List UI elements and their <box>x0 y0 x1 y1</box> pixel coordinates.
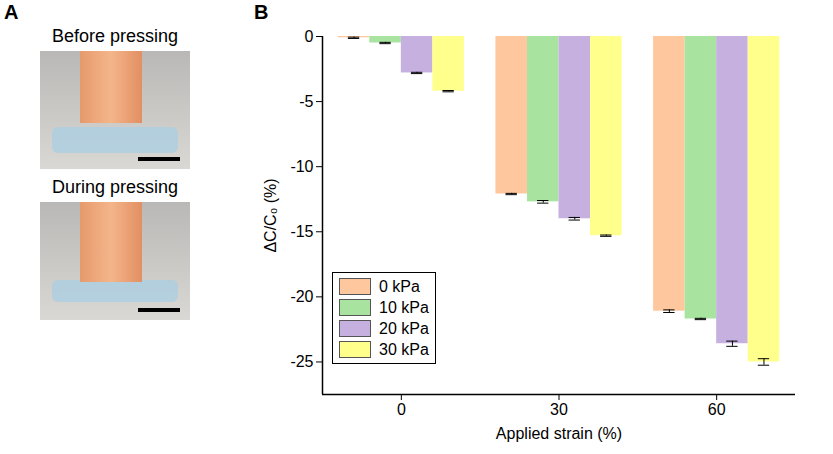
html-text:A: A <box>4 1 19 23</box>
svg-text:60: 60 <box>708 401 726 418</box>
html-text:B: B <box>254 1 269 23</box>
html-text:30 kPa: 30 kPa <box>379 340 429 358</box>
html-text:0 kPa: 0 kPa <box>379 277 420 295</box>
svg-text:ΔC/C₀ (%): ΔC/C₀ (%) <box>262 178 279 252</box>
svg-text:-25: -25 <box>290 353 313 370</box>
svg-text:-15: -15 <box>290 223 313 240</box>
svg-text:0: 0 <box>397 401 406 418</box>
svg-text:0: 0 <box>305 28 314 45</box>
svg-text:30: 30 <box>550 401 568 418</box>
html-text:Before pressing: Before pressing <box>52 26 178 46</box>
svg-text:Applied strain (%): Applied strain (%) <box>496 425 622 442</box>
svg-text:-20: -20 <box>290 288 313 305</box>
html-text:20 kPa: 20 kPa <box>379 319 429 337</box>
html-text:During pressing: During pressing <box>52 177 178 197</box>
svg-text:-10: -10 <box>290 158 313 175</box>
svg-text:-5: -5 <box>299 93 313 110</box>
html-text:10 kPa: 10 kPa <box>379 298 429 316</box>
